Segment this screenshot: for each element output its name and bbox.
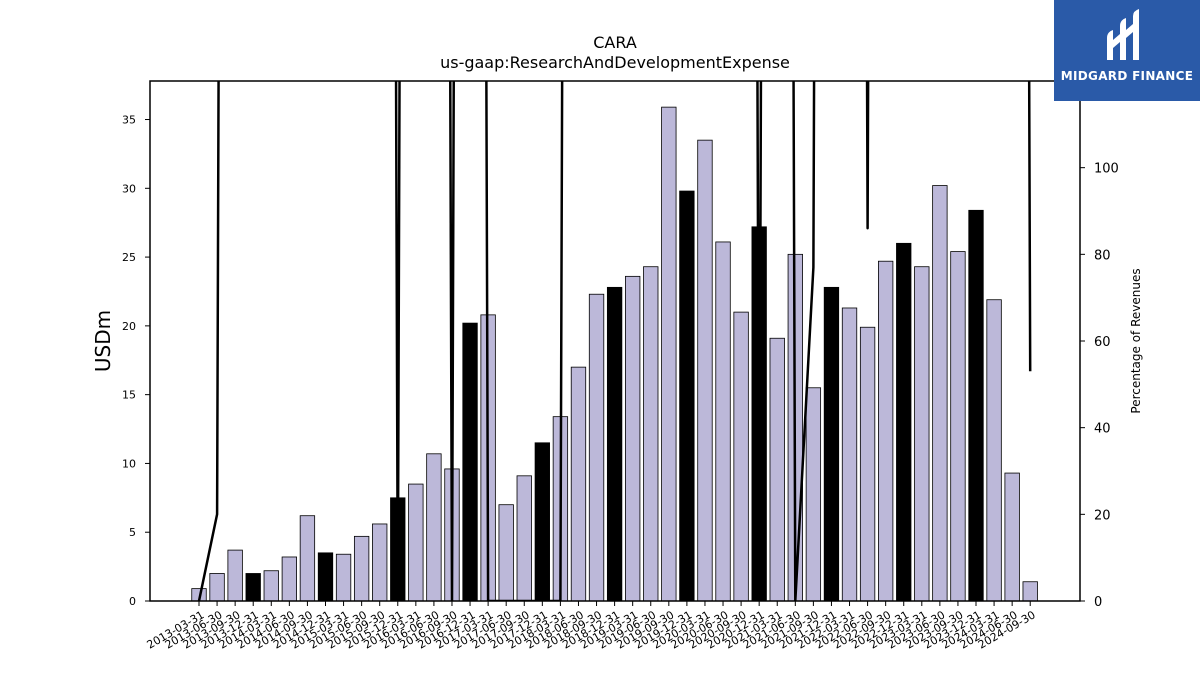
- y-tick-label: 15: [122, 389, 136, 402]
- bar-2019-03-31: [625, 275, 641, 602]
- y-right-tick-label: 60: [1094, 335, 1111, 350]
- y-right-tick-label: 40: [1094, 422, 1111, 437]
- bar-2013-06-30: [209, 573, 225, 602]
- logo-text: MIDGARD FINANCE: [1060, 69, 1194, 83]
- bar-2023-12-31: [968, 209, 984, 602]
- y-right-tick-label: 20: [1094, 508, 1111, 523]
- bar-series: [191, 106, 1038, 602]
- bar-2022-12-31: [896, 242, 912, 602]
- bar-2014-06-30: [281, 556, 298, 602]
- y-tick-label: 30: [122, 182, 136, 195]
- y-tick-label: 0: [129, 595, 136, 608]
- bar-2020-09-30: [733, 311, 749, 602]
- y-tick-label: 35: [122, 114, 136, 127]
- logo: MIDGARD FINANCE: [1054, 0, 1200, 101]
- bar-2023-03-31: [914, 266, 930, 602]
- bar-2017-12-31: [534, 442, 550, 602]
- y-axis-right-label: Percentage of Revenues: [1129, 268, 1143, 413]
- bar-2023-06-30: [932, 185, 948, 602]
- bar-2022-03-31: [841, 307, 858, 602]
- bar-2020-06-30: [715, 241, 731, 602]
- y-tick-label: 25: [122, 251, 136, 264]
- bar-2017-06-30: [498, 504, 514, 602]
- bar-2015-03-31: [335, 553, 352, 602]
- bar-2018-06-30: [570, 366, 587, 602]
- y-tick-label: 5: [129, 526, 136, 539]
- bar-2022-06-30: [859, 326, 876, 602]
- bar-2013-12-31: [245, 573, 261, 602]
- bar-2020-03-31: [697, 139, 713, 602]
- bar-2013-09-30: [227, 549, 243, 602]
- bar-2022-09-30: [878, 260, 894, 602]
- bar-2018-09-30: [588, 293, 605, 602]
- bar-2024-09-30: [1022, 581, 1038, 602]
- y-right-tick-label: 100: [1094, 162, 1119, 177]
- bar-2023-09-30: [950, 251, 966, 602]
- bar-2021-12-31: [823, 286, 840, 602]
- bar-2021-03-31: [769, 337, 785, 602]
- bar-2019-06-30: [643, 266, 659, 602]
- bar-2018-12-31: [606, 286, 623, 602]
- y-axis-label: USDm: [91, 310, 115, 372]
- bar-2015-09-30: [372, 523, 388, 602]
- logo-mark-icon: [1107, 9, 1139, 60]
- y-tick-label: 20: [122, 320, 136, 333]
- bar-2016-12-31: [462, 322, 478, 602]
- bar-2017-09-30: [516, 475, 532, 602]
- bar-2016-03-31: [408, 483, 424, 602]
- chart-subtitle: us-gaap:ResearchAndDevelopmentExpense: [440, 53, 790, 72]
- right-axis: 0 20 40 60 80 100: [1080, 162, 1119, 610]
- left-axis: 0 5 10 15 20 25 30 35: [122, 114, 150, 608]
- bar-2014-09-30: [299, 515, 316, 602]
- bar-2014-12-31: [317, 552, 334, 602]
- x-axis: 2013-03-312013-06-302013-09-302013-12-31…: [145, 601, 1038, 652]
- bar-2014-03-31: [263, 570, 279, 602]
- bar-2024-03-31: [986, 299, 1002, 602]
- bar-2021-09-30: [805, 387, 822, 602]
- bar-2015-06-30: [353, 535, 370, 602]
- bar-2019-12-31: [679, 190, 695, 602]
- y-right-tick-label: 80: [1094, 248, 1111, 263]
- bar-2019-09-30: [661, 106, 677, 602]
- bar-2016-06-30: [426, 453, 442, 602]
- bar-2024-06-30: [1004, 472, 1020, 602]
- y-right-tick-label: 0: [1094, 595, 1102, 610]
- chart-title: CARA: [593, 33, 637, 52]
- y-tick-label: 10: [122, 457, 136, 470]
